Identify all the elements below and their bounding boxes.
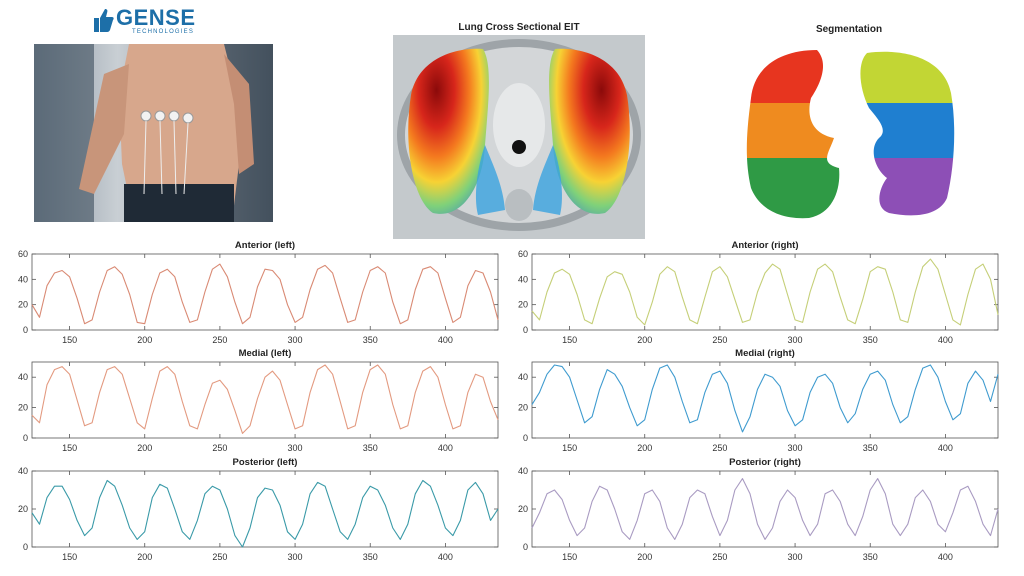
x-tick-label: 200: [137, 552, 152, 562]
chart-anterior-left: Anterior (left) 0 20 40 60 150 200 250 300 350 400: [8, 238, 504, 352]
chart-svg: Medial (right) 0 20 40 150 200 250 300 350 400: [518, 348, 999, 453]
x-tick-label: 300: [288, 552, 303, 562]
y-tick-label: 60: [518, 249, 528, 259]
plot-frame: [531, 253, 999, 331]
x-tick-label: 400: [938, 552, 953, 562]
chart-svg: Medial (left) 0 20 40 150 200 250 300 350 400: [18, 348, 499, 453]
x-tick-label: 200: [637, 443, 652, 453]
series-line: [31, 479, 499, 548]
x-tick-label: 350: [863, 335, 878, 345]
chart-title: Anterior (right): [731, 240, 798, 251]
x-tick-label: 200: [137, 443, 152, 453]
series-line: [31, 364, 499, 434]
gense-logo: GENSE TECHNOLOGIES: [92, 4, 196, 38]
chart-anterior-right: Anterior (right) 0 20 40 60 150 200 250 300 350 40…: [508, 238, 1004, 352]
x-tick-label: 150: [62, 335, 77, 345]
x-tick-label: 400: [938, 335, 953, 345]
chart-posterior-right: Posterior (right) 0 20 40 150 200 250 300 350 400: [508, 455, 1004, 569]
eit-title: Lung Cross Sectional EIT: [458, 22, 580, 33]
x-tick-label: 400: [938, 443, 953, 453]
x-tick-label: 400: [438, 443, 453, 453]
x-tick-label: 150: [562, 443, 577, 453]
y-tick-label: 20: [18, 403, 28, 413]
x-tick-label: 400: [438, 552, 453, 562]
series-line: [31, 263, 499, 325]
x-tick-label: 250: [212, 443, 227, 453]
thumbs-up-icon: [94, 9, 114, 32]
x-tick-label: 250: [212, 335, 227, 345]
plot-frame: [31, 361, 499, 439]
chart-medial-left: Medial (left) 0 20 40 150 200 250 300 350 400: [8, 346, 504, 460]
chart-title: Anterior (left): [235, 240, 295, 251]
y-tick-label: 40: [18, 274, 28, 284]
y-tick-label: 40: [518, 372, 528, 382]
x-tick-label: 300: [288, 443, 303, 453]
chart-title: Posterior (right): [729, 457, 801, 468]
y-tick-label: 20: [18, 504, 28, 514]
series-line: [531, 478, 999, 540]
chart-svg: Anterior (right) 0 20 40 60 150 200 250 300 350 40…: [518, 240, 999, 345]
x-tick-label: 300: [788, 335, 803, 345]
chart-svg: Posterior (left) 0 20 40 150 200 250 300 350 400: [18, 457, 499, 562]
x-tick-label: 250: [212, 552, 227, 562]
y-tick-label: 40: [18, 466, 28, 476]
y-tick-label: 40: [518, 466, 528, 476]
chart-posterior-left: Posterior (left) 0 20 40 150 200 250 300 350 400: [8, 455, 504, 569]
series-line: [531, 364, 999, 433]
chart-medial-right: Medial (right) 0 20 40 150 200 250 300 350 400: [508, 346, 1004, 460]
x-tick-label: 400: [438, 335, 453, 345]
chart-title: Medial (left): [239, 348, 292, 359]
y-tick-label: 20: [18, 300, 28, 310]
segmentation-title: Segmentation: [815, 24, 883, 35]
series-line: [531, 258, 999, 326]
x-tick-label: 350: [863, 552, 878, 562]
y-tick-label: 0: [23, 325, 28, 335]
logo-subtext: TECHNOLOGIES: [132, 29, 195, 35]
chart-svg: Anterior (left) 0 20 40 60 150 200 250 300 350 400: [18, 240, 499, 345]
y-tick-label: 60: [18, 249, 28, 259]
x-tick-label: 150: [562, 335, 577, 345]
x-tick-label: 300: [288, 335, 303, 345]
chart-title: Posterior (left): [233, 457, 298, 468]
x-tick-label: 350: [363, 552, 378, 562]
chart-svg: Posterior (right) 0 20 40 150 200 250 300 350 400: [518, 457, 999, 562]
y-tick-label: 0: [23, 542, 28, 552]
x-tick-label: 200: [637, 335, 652, 345]
x-tick-label: 250: [712, 443, 727, 453]
y-tick-label: 20: [518, 403, 528, 413]
y-tick-label: 40: [18, 372, 28, 382]
x-tick-label: 350: [863, 443, 878, 453]
plot-frame: [31, 470, 499, 548]
segmentation-image: [739, 38, 959, 221]
logo-wordmark: GENSE: [116, 5, 196, 30]
plot-frame: [31, 253, 499, 331]
x-tick-label: 200: [137, 335, 152, 345]
x-tick-label: 300: [788, 443, 803, 453]
x-tick-label: 300: [788, 552, 803, 562]
x-tick-label: 250: [712, 552, 727, 562]
plot-frame: [531, 361, 999, 439]
x-tick-label: 350: [363, 443, 378, 453]
y-tick-label: 0: [523, 325, 528, 335]
plot-frame: [531, 470, 999, 548]
x-tick-label: 250: [712, 335, 727, 345]
x-tick-label: 350: [363, 335, 378, 345]
y-tick-label: 0: [523, 433, 528, 443]
x-tick-label: 150: [562, 552, 577, 562]
x-tick-label: 200: [637, 552, 652, 562]
y-tick-label: 20: [518, 504, 528, 514]
y-tick-label: 0: [523, 542, 528, 552]
y-tick-label: 20: [518, 300, 528, 310]
x-tick-label: 150: [62, 552, 77, 562]
y-tick-label: 40: [518, 274, 528, 284]
y-tick-label: 0: [23, 433, 28, 443]
x-tick-label: 150: [62, 443, 77, 453]
chart-title: Medial (right): [735, 348, 795, 359]
lung-eit-image: [393, 35, 645, 239]
subject-photo: [34, 44, 273, 222]
